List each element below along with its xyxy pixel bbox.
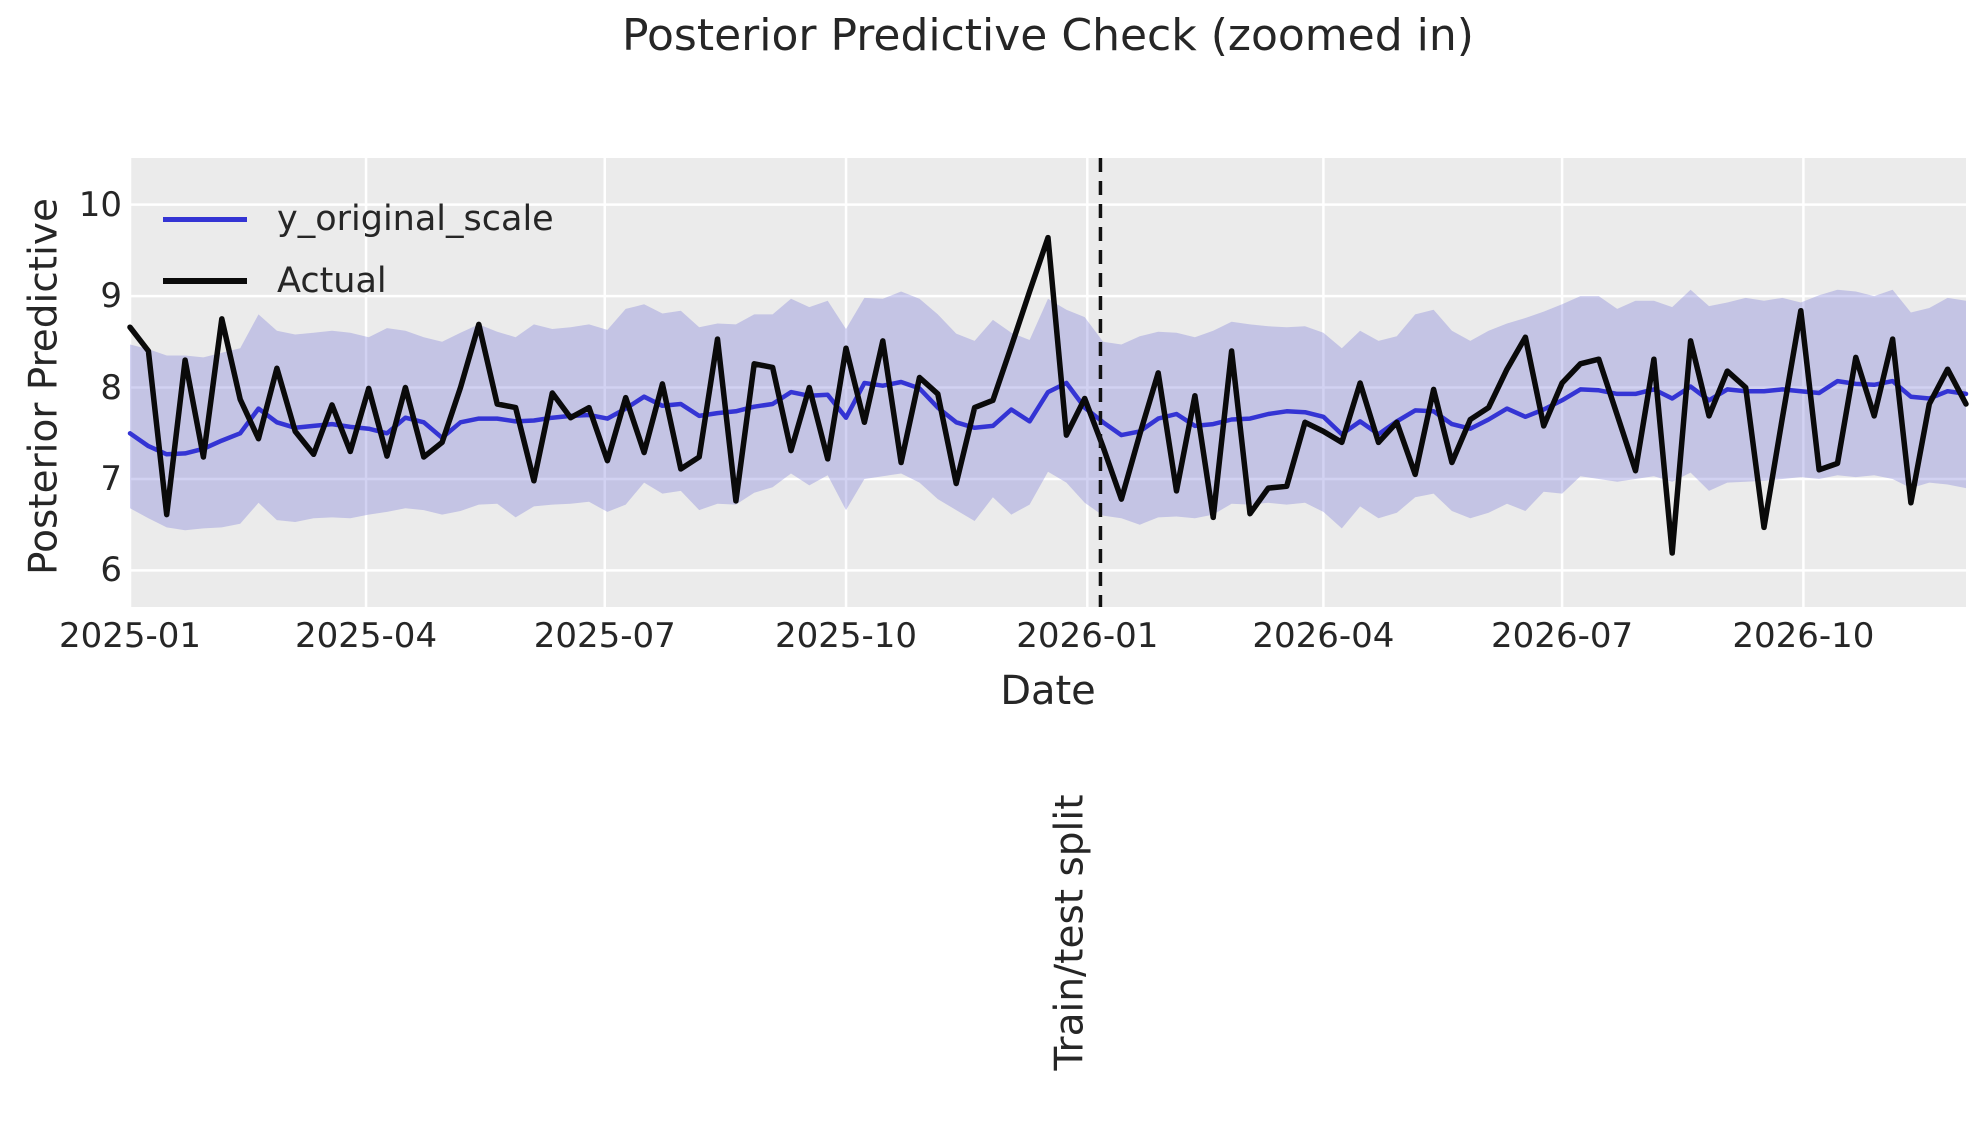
x-tick-label: 2025-10: [775, 616, 918, 656]
legend-label-actual: Actual: [277, 261, 387, 301]
x-tick-label: 2025-04: [295, 616, 438, 656]
legend-item-posterior: y_original_scale: [163, 188, 554, 250]
actual-line-swatch: [163, 278, 247, 284]
actual-line: [127, 234, 1969, 556]
x-tick-label: 2026-01: [1016, 616, 1159, 656]
legend-item-actual: Actual: [163, 250, 554, 312]
x-tick-label: 2025-07: [533, 616, 676, 656]
legend-label-posterior: y_original_scale: [277, 199, 554, 239]
x-axis-label: Date: [1000, 668, 1096, 714]
credible-interval-band: [130, 289, 1966, 531]
train-test-split-label: Train/test split: [1047, 794, 1093, 1071]
posterior-line-swatch: [163, 216, 247, 222]
x-tick-label: 2026-07: [1491, 616, 1634, 656]
x-tick-label: 2026-04: [1252, 616, 1395, 656]
y-tick-label: 10: [78, 184, 122, 225]
y-tick-label: 8: [100, 367, 122, 408]
y-tick-label: 7: [100, 458, 122, 499]
chart-title: Posterior Predictive Check (zoomed in): [622, 10, 1474, 61]
axes-background: [130, 158, 1966, 607]
y-tick-label: 9: [100, 276, 122, 317]
posterior-mean-line: [127, 378, 1969, 457]
y-tick-label: 6: [100, 550, 122, 591]
x-tick-label: 2026-10: [1732, 616, 1875, 656]
legend: y_original_scale Actual: [163, 188, 554, 312]
y-axis-label: Posterior Predictive: [21, 198, 67, 575]
x-tick-label: 2025-01: [58, 616, 202, 656]
